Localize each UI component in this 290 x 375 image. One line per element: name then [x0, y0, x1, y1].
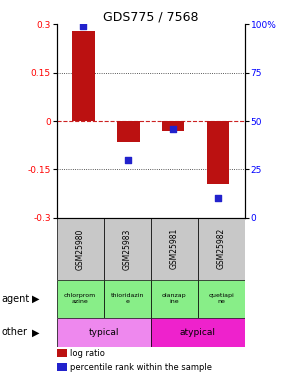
- Text: thioridazin
e: thioridazin e: [110, 294, 144, 304]
- Text: agent: agent: [1, 294, 30, 304]
- Bar: [57, 280, 104, 318]
- Text: other: other: [1, 327, 28, 338]
- Bar: [72, 31, 95, 121]
- Bar: [117, 121, 139, 142]
- Text: chlorprom
azine: chlorprom azine: [64, 294, 96, 304]
- Bar: [57, 318, 151, 347]
- Text: ▶: ▶: [32, 294, 39, 304]
- Bar: [151, 280, 198, 318]
- Text: GSM25980: GSM25980: [76, 228, 85, 270]
- Bar: [207, 121, 229, 184]
- Text: GSM25983: GSM25983: [123, 228, 132, 270]
- Bar: [198, 280, 245, 318]
- Point: [126, 157, 131, 163]
- Point: [81, 23, 86, 29]
- Bar: [57, 363, 67, 371]
- Text: quetiapi
ne: quetiapi ne: [209, 294, 234, 304]
- Point: [216, 195, 220, 201]
- Point: [171, 126, 175, 132]
- Text: olanzap
ine: olanzap ine: [162, 294, 187, 304]
- Bar: [198, 218, 245, 280]
- Title: GDS775 / 7568: GDS775 / 7568: [103, 10, 199, 23]
- Text: percentile rank within the sample: percentile rank within the sample: [70, 363, 212, 372]
- Text: GSM25981: GSM25981: [170, 228, 179, 270]
- Bar: [162, 121, 184, 131]
- Bar: [151, 218, 198, 280]
- Bar: [57, 218, 104, 280]
- Text: ▶: ▶: [32, 327, 39, 338]
- Bar: [151, 318, 245, 347]
- Bar: [104, 218, 151, 280]
- Text: log ratio: log ratio: [70, 349, 105, 358]
- Text: typical: typical: [88, 328, 119, 337]
- Text: GSM25982: GSM25982: [217, 228, 226, 270]
- Bar: [104, 280, 151, 318]
- Bar: [57, 349, 67, 357]
- Text: atypical: atypical: [180, 328, 216, 337]
